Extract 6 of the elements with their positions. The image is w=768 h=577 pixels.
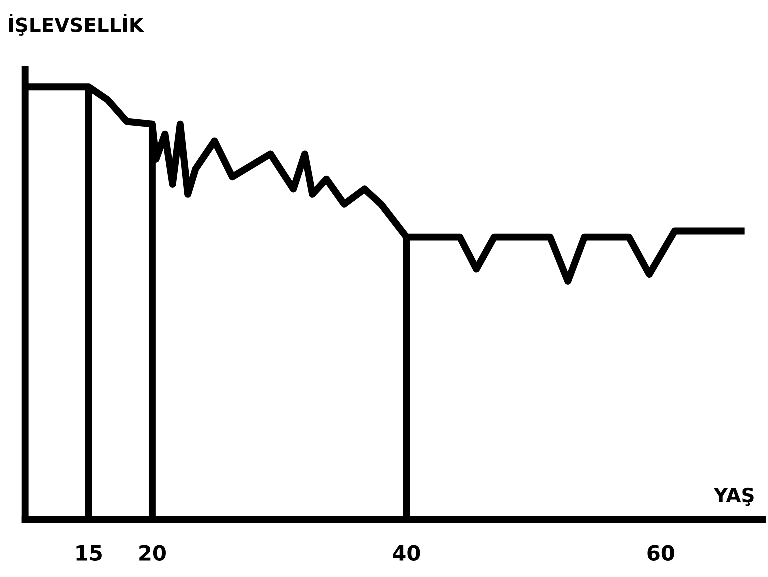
x-tick-label: 20 <box>140 545 166 562</box>
y-axis-title: İŞLEVSELLİK <box>9 14 145 36</box>
x-axis-title: YAŞ <box>714 488 754 506</box>
x-tick-label: 15 <box>76 546 102 562</box>
x-tick-label: 60 <box>648 545 674 562</box>
x-tick-label: 40 <box>393 545 420 562</box>
